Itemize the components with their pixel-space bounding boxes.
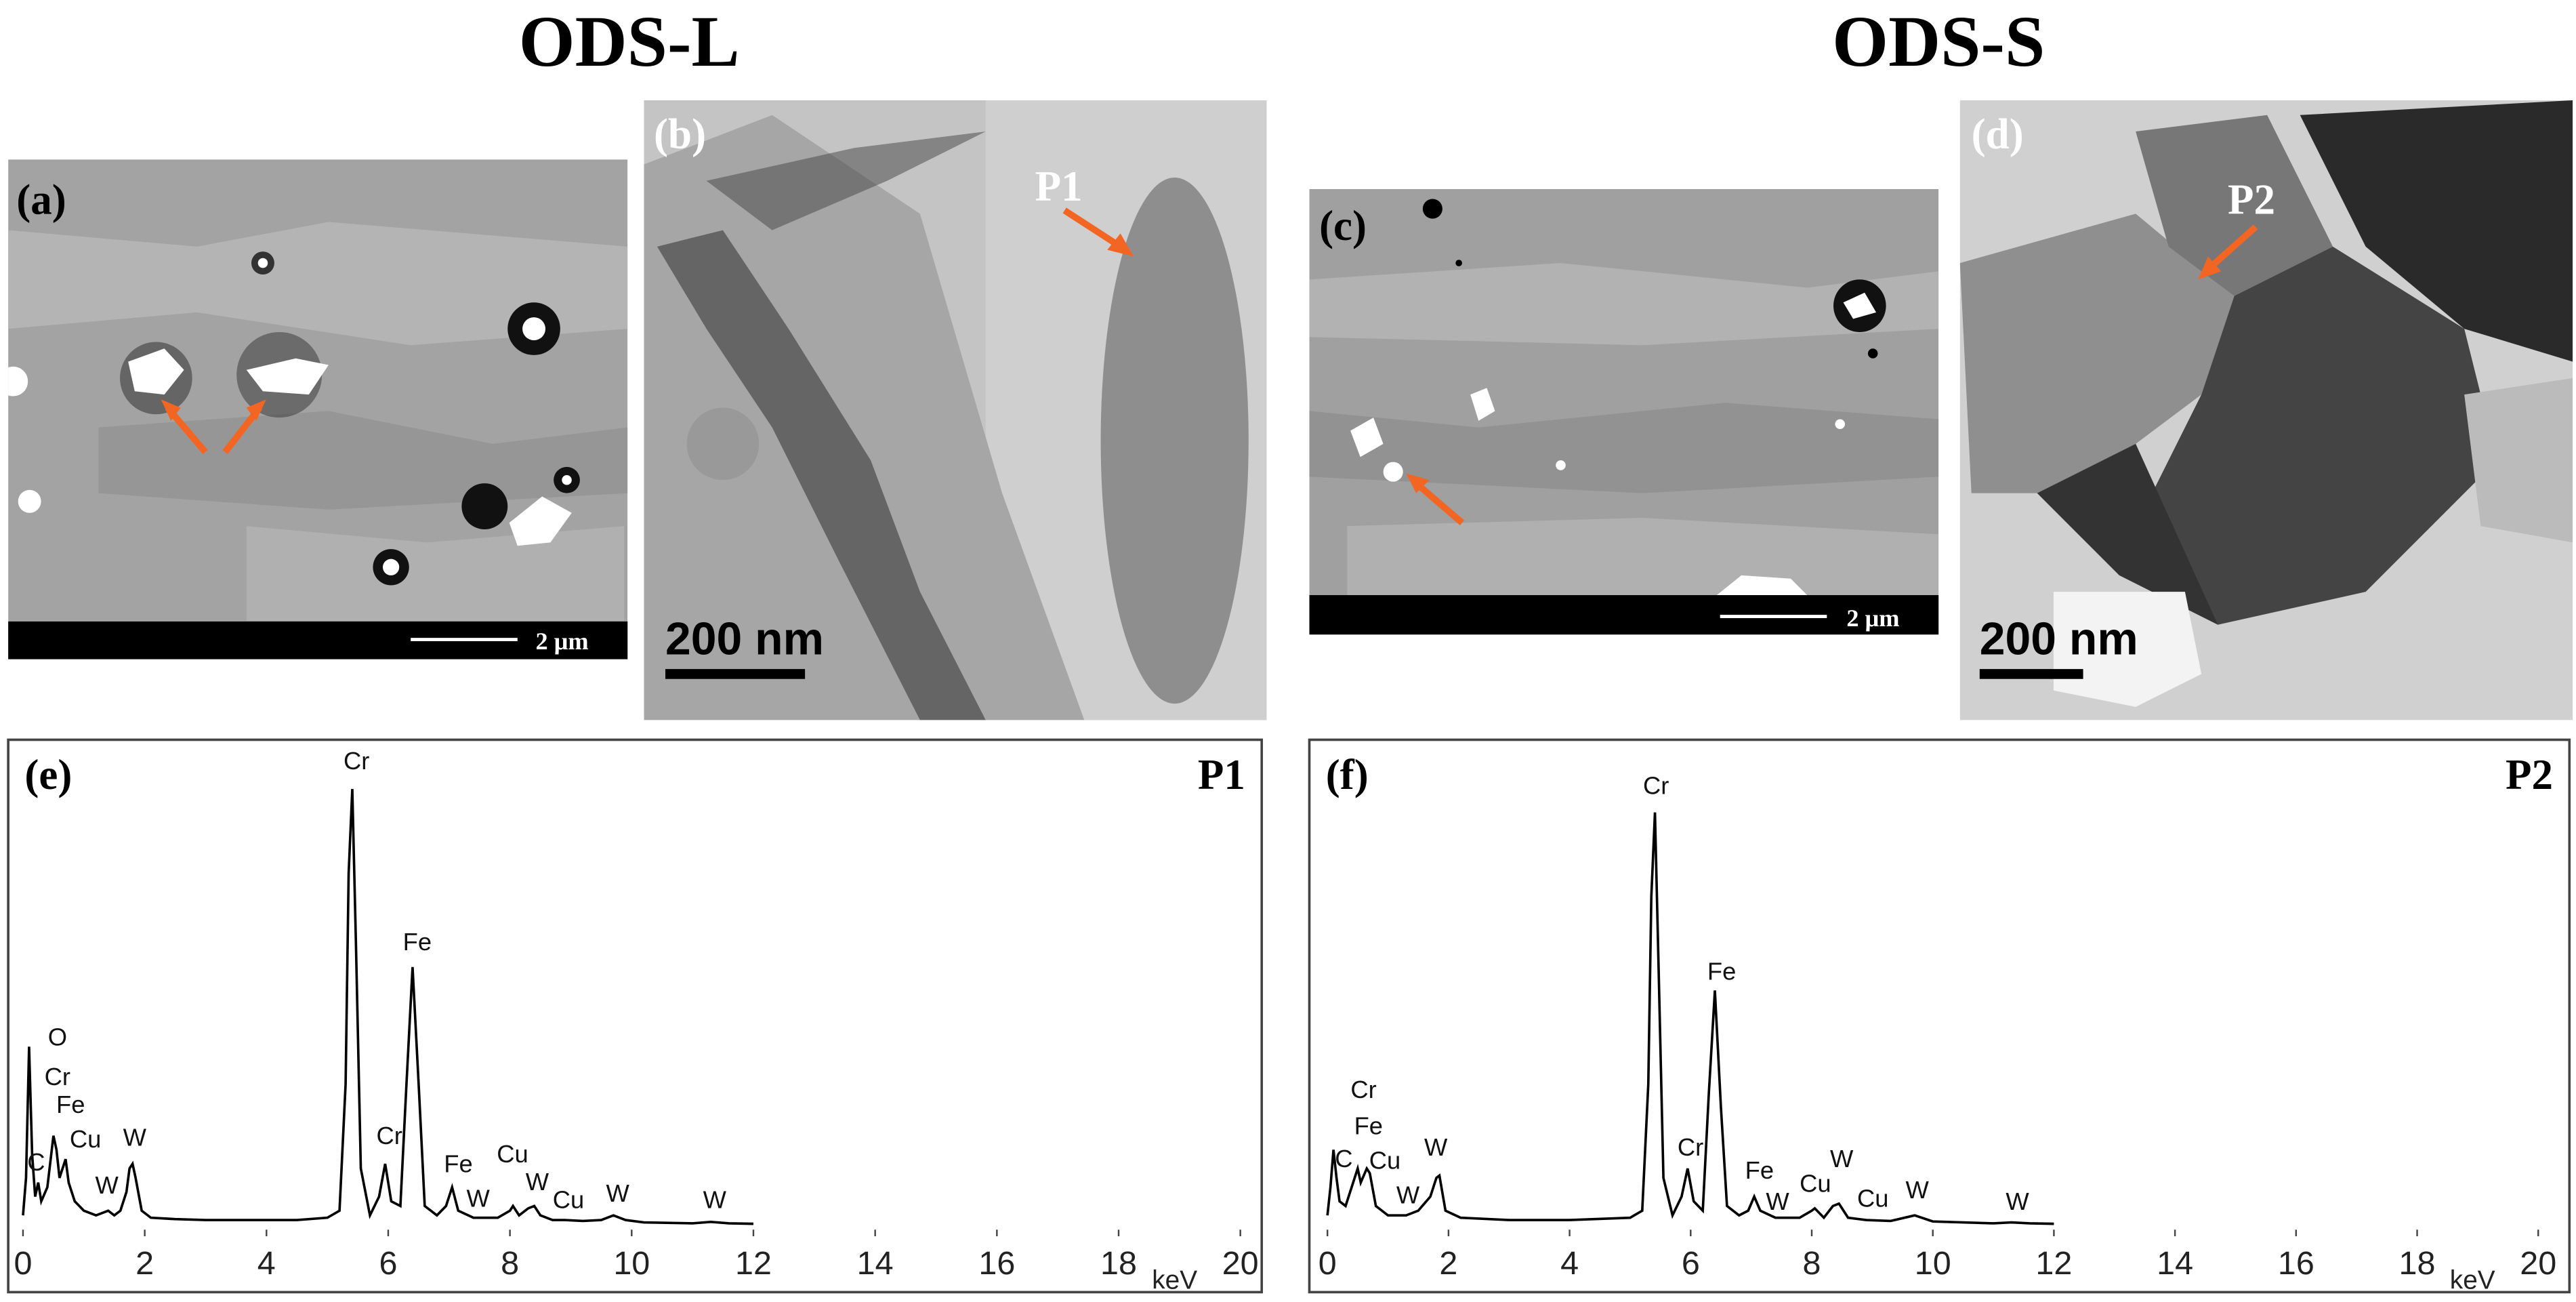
x-tick-label: 4 bbox=[257, 1245, 276, 1282]
x-axis-label: keV bbox=[2450, 1266, 2495, 1295]
x-tick-label: 8 bbox=[501, 1245, 519, 1282]
peak-label: Cr bbox=[1678, 1133, 1703, 1161]
peak-label: W bbox=[1396, 1181, 1420, 1208]
micrograph bbox=[1959, 100, 2573, 720]
peak-label: W bbox=[526, 1168, 549, 1196]
peak-label: Fe bbox=[1707, 958, 1736, 985]
x-tick-label: 14 bbox=[2157, 1245, 2193, 1282]
x-tick-label: 2 bbox=[1439, 1245, 1457, 1282]
x-tick-label: 2 bbox=[136, 1245, 154, 1282]
peak-label: C bbox=[1335, 1145, 1352, 1173]
panel-label: (d) bbox=[1972, 110, 2024, 157]
peak-label: Cr bbox=[344, 747, 369, 775]
x-tick-label: 12 bbox=[735, 1245, 772, 1282]
panel-label: (f) bbox=[1326, 751, 1369, 798]
peak-label: C bbox=[27, 1148, 45, 1176]
micrograph bbox=[8, 159, 628, 622]
peak-label: Cu bbox=[70, 1125, 101, 1153]
point-label: P2 bbox=[2506, 751, 2553, 798]
peak-label: W bbox=[1830, 1145, 1854, 1173]
x-tick-label: 0 bbox=[1318, 1245, 1337, 1282]
peak-label: Fe bbox=[1354, 1112, 1383, 1140]
panel-label: (a) bbox=[16, 176, 66, 223]
peak-label: Fe bbox=[56, 1091, 85, 1118]
peak-label: W bbox=[606, 1179, 630, 1207]
peak-label: W bbox=[1424, 1133, 1448, 1161]
x-tick-label: 6 bbox=[379, 1245, 397, 1282]
point-marker: P2 bbox=[2228, 176, 2275, 223]
peak-label: Cr bbox=[1643, 772, 1669, 800]
spectrum-line bbox=[1326, 812, 2054, 1225]
x-axis-label: keV bbox=[1152, 1266, 1197, 1295]
peak-label: W bbox=[1906, 1176, 1930, 1204]
peak-label: Fe bbox=[1745, 1156, 1774, 1184]
peak-label: W bbox=[95, 1171, 119, 1199]
micrograph bbox=[644, 100, 1267, 720]
x-tick-label: 10 bbox=[613, 1245, 650, 1282]
scale-label: 2 μm bbox=[535, 628, 588, 655]
peak-label: O bbox=[48, 1023, 67, 1051]
peak-label: W bbox=[703, 1186, 727, 1214]
panel-label: (b) bbox=[654, 110, 706, 157]
heading: ODS-S bbox=[1832, 2, 2045, 82]
x-tick-label: 18 bbox=[2399, 1245, 2436, 1282]
peak-label: Cu bbox=[553, 1186, 584, 1214]
panel-label: (e) bbox=[24, 751, 72, 798]
peak-label: Cu bbox=[1800, 1169, 1831, 1197]
peak-label: Cu bbox=[1369, 1147, 1400, 1175]
peak-label: Cu bbox=[497, 1140, 528, 1168]
peak-label: W bbox=[2006, 1187, 2029, 1215]
peak-label: Cr bbox=[1350, 1076, 1376, 1103]
x-tick-label: 16 bbox=[2278, 1245, 2314, 1282]
heading: ODS-L bbox=[519, 2, 740, 82]
x-tick-label: 6 bbox=[1682, 1245, 1700, 1282]
x-tick-label: 0 bbox=[14, 1245, 32, 1282]
peak-label: W bbox=[466, 1184, 490, 1212]
peak-label: Cr bbox=[376, 1122, 402, 1150]
x-tick-label: 4 bbox=[1560, 1245, 1579, 1282]
x-tick-label: 16 bbox=[978, 1245, 1015, 1282]
chart-frame bbox=[1308, 738, 2571, 1294]
peak-label: W bbox=[1766, 1187, 1789, 1215]
point-marker: P1 bbox=[1035, 163, 1083, 210]
x-tick-label: 14 bbox=[857, 1245, 894, 1282]
scale-label: 200 nm bbox=[1980, 613, 2138, 664]
chart-frame bbox=[7, 738, 1264, 1294]
panel-label: (c) bbox=[1319, 202, 1367, 249]
peak-label: Cu bbox=[1857, 1184, 1888, 1212]
scale-label: 2 μm bbox=[1846, 605, 1899, 632]
scale-label: 200 nm bbox=[665, 613, 824, 664]
x-tick-label: 18 bbox=[1100, 1245, 1137, 1282]
spectrum-line bbox=[22, 789, 754, 1225]
x-tick-label: 8 bbox=[1803, 1245, 1821, 1282]
x-tick-label: 20 bbox=[2520, 1245, 2556, 1282]
x-tick-label: 10 bbox=[1915, 1245, 1951, 1282]
peak-label: Cr bbox=[45, 1063, 70, 1091]
peak-label: Fe bbox=[403, 928, 432, 956]
point-label: P1 bbox=[1198, 751, 1245, 798]
x-tick-label: 20 bbox=[1222, 1245, 1259, 1282]
peak-label: W bbox=[123, 1124, 147, 1152]
micrograph bbox=[1309, 188, 1939, 596]
x-tick-label: 12 bbox=[2035, 1245, 2072, 1282]
peak-label: Fe bbox=[444, 1150, 472, 1177]
